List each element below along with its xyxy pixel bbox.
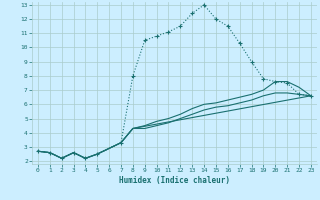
X-axis label: Humidex (Indice chaleur): Humidex (Indice chaleur): [119, 176, 230, 185]
